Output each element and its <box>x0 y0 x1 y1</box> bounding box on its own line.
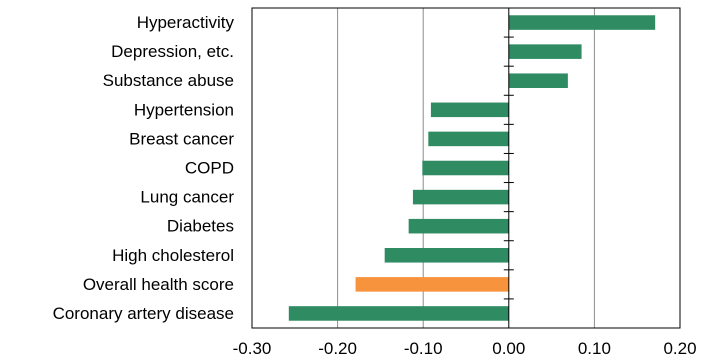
bar-substance-abuse <box>508 73 568 88</box>
category-label: Substance abuse <box>103 71 234 90</box>
category-label: Hypertension <box>134 100 234 119</box>
x-tick-label: 0.10 <box>578 339 611 358</box>
x-tick-label: 0.20 <box>663 339 696 358</box>
x-tick-label: -0.20 <box>318 339 357 358</box>
bar-breast-cancer <box>428 131 509 147</box>
bar-overall-health-score <box>355 277 509 292</box>
bar-depression-etc <box>508 44 582 59</box>
bar-copd <box>422 160 509 176</box>
bar-hypertension <box>430 102 509 118</box>
category-label: Lung cancer <box>140 188 234 207</box>
x-tick-label: -0.10 <box>404 339 443 358</box>
category-label: COPD <box>185 159 234 178</box>
bar-coronary-artery-disease <box>288 306 509 321</box>
category-label: Coronary artery disease <box>53 304 234 323</box>
category-label: Diabetes <box>167 217 234 236</box>
category-label: Depression, etc. <box>111 42 234 61</box>
category-labels: Hyperactivity Depression, etc. Substance a… <box>53 13 235 323</box>
category-label: Overall health score <box>83 275 234 294</box>
x-tick-label: -0.30 <box>233 339 272 358</box>
x-tick-labels: -0.30 -0.20 -0.10 0.00 0.10 0.20 <box>233 339 697 358</box>
category-label: Breast cancer <box>129 129 234 148</box>
bars <box>288 15 656 321</box>
bar-hyperactivity <box>508 15 656 30</box>
bar-lung-cancer <box>412 189 509 205</box>
axes <box>251 7 681 329</box>
bar-diabetes <box>408 218 509 234</box>
category-label: Hyperactivity <box>137 13 235 32</box>
x-tick-label: 0.00 <box>492 339 525 358</box>
plot-frame <box>251 7 681 329</box>
bar-high-cholesterol <box>384 248 509 263</box>
category-label: High cholesterol <box>112 246 234 265</box>
